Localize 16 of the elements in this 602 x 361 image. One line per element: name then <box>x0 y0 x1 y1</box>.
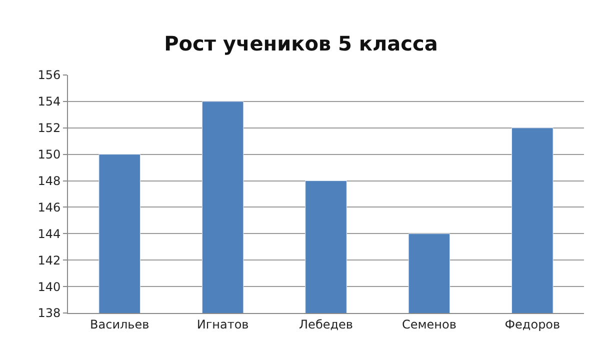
y-tick-label: 148 <box>38 174 61 188</box>
x-tick-label: Васильев <box>90 317 150 332</box>
y-tick-label: 152 <box>38 121 61 136</box>
chart-title: Рост учеников 5 класса <box>164 31 438 56</box>
y-tick-label: 150 <box>38 148 61 162</box>
x-tick-label: Игнатов <box>196 317 249 332</box>
y-tick-label: 146 <box>38 200 61 214</box>
y-tick-label: 142 <box>38 253 61 268</box>
y-tick-label: 156 <box>38 68 61 82</box>
x-tick-label: Семенов <box>402 317 456 332</box>
y-tick-label: 138 <box>38 306 61 320</box>
y-tick-label: 140 <box>38 280 61 294</box>
x-tick-label: Лебедев <box>299 317 353 332</box>
y-tick-label: 154 <box>38 94 61 109</box>
x-tick-label: Федоров <box>504 317 560 332</box>
y-tick-label: 144 <box>38 226 61 241</box>
